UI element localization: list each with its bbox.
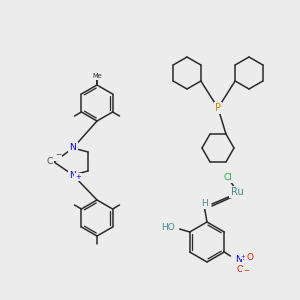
Text: −: − [55, 151, 61, 160]
Text: −: − [243, 268, 249, 274]
Text: C: C [47, 158, 53, 166]
Text: O: O [247, 253, 254, 262]
Text: +: + [241, 254, 246, 259]
Text: +: + [75, 174, 81, 180]
Text: N: N [235, 254, 242, 263]
Text: Me: Me [92, 73, 102, 79]
Text: P: P [215, 103, 221, 113]
Text: O: O [237, 265, 244, 274]
Text: N: N [70, 143, 76, 152]
Text: N: N [70, 170, 76, 179]
Text: H: H [201, 199, 207, 208]
Text: Cl: Cl [224, 172, 232, 182]
Text: Ru: Ru [231, 187, 243, 197]
Text: HO: HO [161, 224, 175, 232]
